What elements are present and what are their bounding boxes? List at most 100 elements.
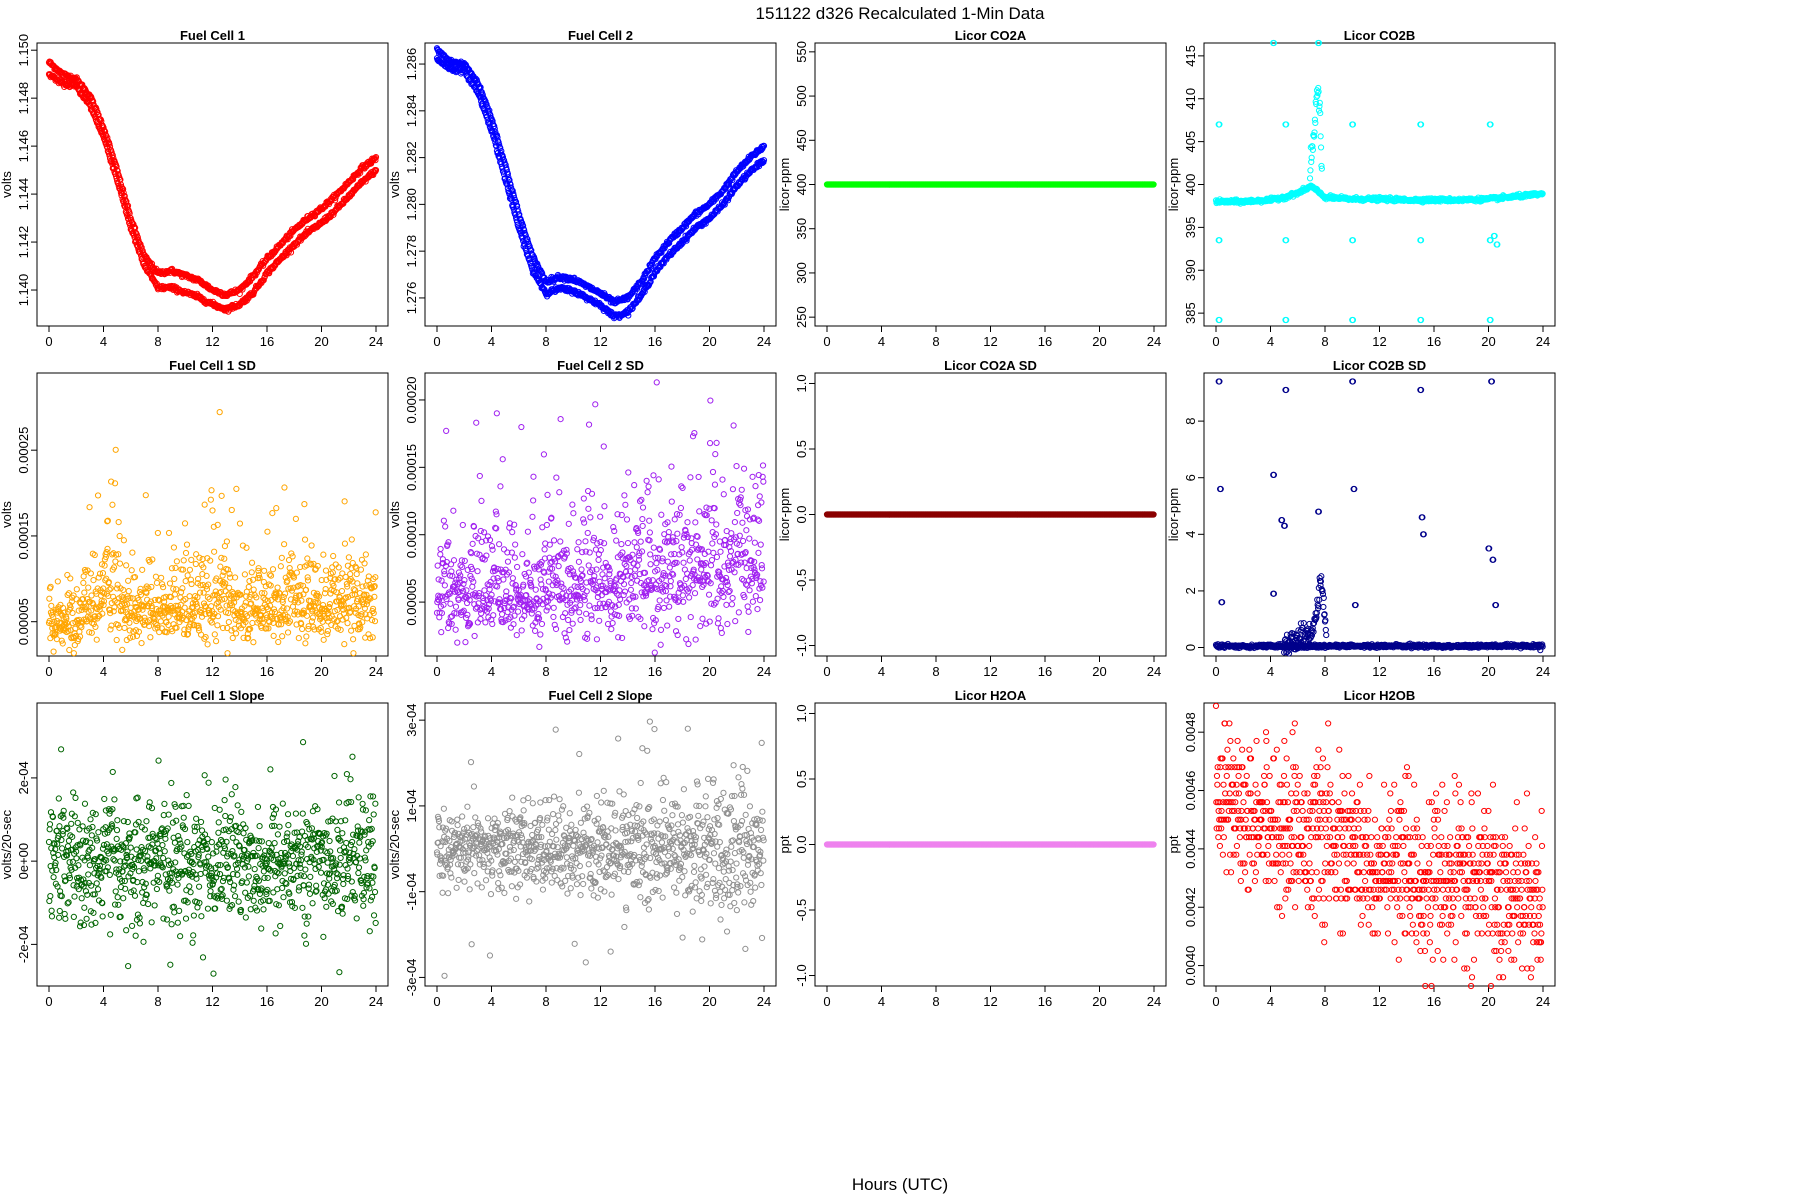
data-point [165,529,173,537]
data-point [171,591,178,598]
y-tick-label: 395 [1183,217,1198,239]
data-point [125,588,132,595]
y-tick-label: 0.00025 [16,427,31,474]
x-tick-label: 0 [1212,334,1219,349]
y-axis-label: volts [0,501,14,528]
data-point [250,639,257,646]
data-point [152,573,160,580]
data-point [117,186,124,194]
x-tick-label: 8 [154,664,161,679]
data-point [283,605,291,612]
y-tick-label: 500 [794,85,809,107]
data-point [304,555,311,562]
data-point [114,581,121,588]
data-point [324,627,332,635]
y-tick-label: 390 [1183,259,1198,281]
x-tick-label: 0 [823,334,830,349]
x-tick-label: 20 [702,334,716,349]
x-tick-label: 16 [260,334,274,349]
x-tick-label: 12 [205,664,219,679]
data-point [208,487,215,494]
data-point [158,574,165,581]
data-point [320,636,327,643]
x-tick-label: 16 [1038,334,1052,349]
data-point [267,582,274,589]
panel-title: Fuel Cell 1 [180,28,245,43]
data-point [261,567,268,574]
data-point [273,505,280,512]
data-point [224,650,231,657]
x-tick-label: 12 [593,334,607,349]
data-point [372,153,380,161]
data-point [275,638,282,646]
data-points [1212,39,1546,324]
data-point [211,548,218,555]
figure-xlabel: Hours (UTC) [852,1175,948,1194]
data-point [119,646,126,654]
data-point [165,613,172,620]
data-point [126,627,133,634]
data-point [302,640,309,647]
x-tick-label: 4 [878,334,885,349]
x-tick-label: 24 [1536,334,1550,349]
y-tick-label: 350 [794,218,809,240]
data-point [1317,144,1325,151]
data-point [269,566,277,573]
data-point [308,618,316,625]
data-point [109,160,116,168]
panel-title: Fuel Cell 1 SD [169,358,256,373]
data-point [292,515,299,522]
data-point [301,536,309,543]
plot-frame [36,42,389,327]
panel-title: Licor CO2B [1344,28,1416,43]
x-tick-label: 20 [1092,334,1106,349]
data-point [85,584,92,591]
data-point [181,604,188,611]
data-point [192,560,199,568]
data-point [128,567,135,574]
data-point [303,633,310,640]
y-tick-label: 1.146 [16,130,31,163]
data-point [67,575,74,582]
data-point [1307,167,1314,174]
data-point [371,154,379,161]
data-point [186,593,193,600]
y-tick-label: 1.282 [404,141,419,174]
y-tick-label: 300 [794,262,809,284]
data-point [50,648,57,655]
x-tick-label: 16 [260,664,274,679]
data-point [209,507,216,514]
data-point [284,629,292,636]
x-tick-label: 24 [369,664,383,679]
data-point [211,631,218,638]
data-point [81,589,88,596]
data-point [298,625,306,633]
data-points [823,181,1157,188]
data-point [228,506,235,514]
data-point [232,630,240,637]
data-point [293,569,300,576]
data-point [186,566,194,573]
panel-title: Fuel Cell 2 [568,28,633,43]
data-point [241,571,248,578]
data-point [94,492,102,499]
y-tick-label: 0.00015 [16,512,31,559]
data-point [204,641,211,648]
data-point [267,572,275,579]
data-point [330,552,337,560]
data-point [86,504,93,511]
x-tick-label: 4 [488,334,495,349]
data-point [301,501,308,508]
data-point [270,632,277,639]
data-point [139,566,146,573]
x-tick-label: 0 [45,664,52,679]
data-point [295,634,302,642]
data-point [322,567,330,574]
data-points [45,58,380,315]
data-point [248,569,255,576]
data-point [181,520,189,527]
x-tick-label: 8 [542,334,549,349]
